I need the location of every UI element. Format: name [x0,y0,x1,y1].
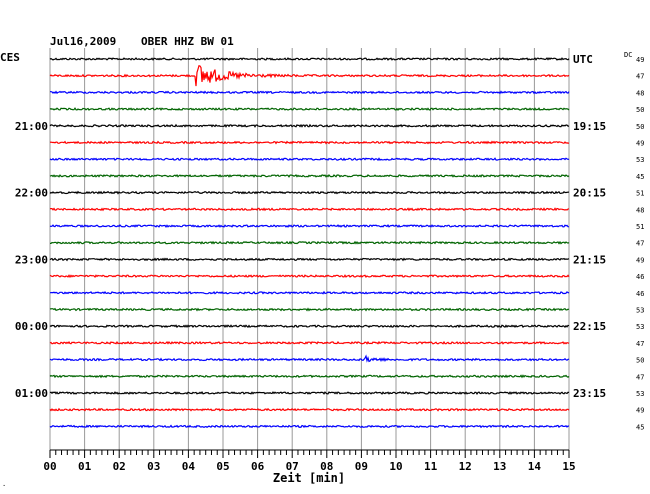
dc-value: 51 [636,190,644,198]
trace-group [49,57,570,429]
trace-line [50,90,570,95]
left-hour-label: 21:00 [15,120,48,133]
dc-value: 53 [636,390,644,398]
right-hour-label: 23:15 [573,387,606,400]
trace-line [49,374,570,379]
trace-line [49,354,570,363]
dc-value: 47 [636,73,644,81]
trace-line [49,57,570,61]
dc-value: 51 [636,223,644,231]
dc-value: 53 [636,307,644,315]
dc-value: 53 [636,323,644,331]
right-hour-label: 19:15 [573,120,606,133]
dc-value: 49 [636,407,644,415]
grid-lines [49,48,570,450]
trace-line [50,240,570,245]
trace-line [49,257,570,262]
x-tick-label: 08 [320,460,333,473]
trace-line [49,424,570,429]
right-hour-label: UTC [573,53,593,66]
trace-line [49,407,570,412]
dc-value: 45 [636,173,644,181]
dc-value: 47 [636,373,644,381]
dc-value: 46 [636,290,644,298]
x-tick-label: 00 [43,460,56,473]
x-tick-label: 03 [147,460,160,473]
left-hour-label: 22:00 [15,187,48,200]
label-group: Jul16,2009 OBER HHZ BW 01 CES DC Zeit [m… [0,35,644,488]
x-tick-label: 09 [355,460,368,473]
x-tick-label: 02 [113,460,126,473]
dc-value: 50 [636,123,644,131]
dc-value: 49 [636,140,644,148]
trace-line [49,224,570,229]
trace-line [49,207,570,212]
trace-line [50,290,570,295]
trace-line [49,274,570,279]
trace-line [49,173,570,178]
x-tick-label: 04 [182,460,196,473]
header-station: OBER HHZ BW 01 [141,35,234,48]
dc-value: 50 [636,357,644,365]
x-tick-label: 01 [78,460,92,473]
trace-line [49,324,570,329]
dc-value: 50 [636,106,644,114]
left-hour-label: 23:00 [15,253,48,266]
x-tick-label: 12 [459,460,472,473]
dc-value: 48 [636,89,644,97]
trace-line [49,107,570,112]
x-tick-label: 05 [216,460,229,473]
dc-value: 53 [636,156,644,164]
header-date: Jul16,2009 [50,35,116,48]
trace-line [49,157,570,162]
x-tick-label: 14 [528,460,542,473]
x-tick-label: 13 [493,460,506,473]
trace-line [49,391,570,395]
trace-line [49,123,569,128]
dc-value: 49 [636,256,644,264]
dc-value: 47 [636,340,644,348]
dc-value: 49 [636,56,644,64]
left-timezone: CES [0,51,20,64]
bottom-left-mark: . [2,480,6,488]
dc-value: 45 [636,423,644,431]
right-hour-label: 21:15 [573,253,606,266]
trace-line [49,140,570,145]
dc-value: 48 [636,206,644,214]
x-tick-label: 10 [389,460,402,473]
right-hour-label: 20:15 [573,187,606,200]
x-tick-label: 06 [251,460,265,473]
left-hour-label: 01:00 [15,387,48,400]
left-hour-label: 00:00 [15,320,48,333]
trace-line [49,190,570,195]
x-tick-label: 15 [562,460,575,473]
x-tick-label: 07 [286,460,299,473]
x-tick-label: 11 [424,460,438,473]
dc-value: 47 [636,240,644,248]
x-axis: 00 01 02 03 04 05 06 07 08 09 10 11 12 13 14 15 [43,449,576,473]
dc-value: 46 [636,273,644,281]
x-axis-title: Zeit [min] [273,471,345,485]
trace-line [49,307,570,312]
trace-line [49,64,570,87]
trace-line [49,340,570,345]
dc-label: DC [624,51,632,59]
right-hour-label: 22:15 [573,320,606,333]
